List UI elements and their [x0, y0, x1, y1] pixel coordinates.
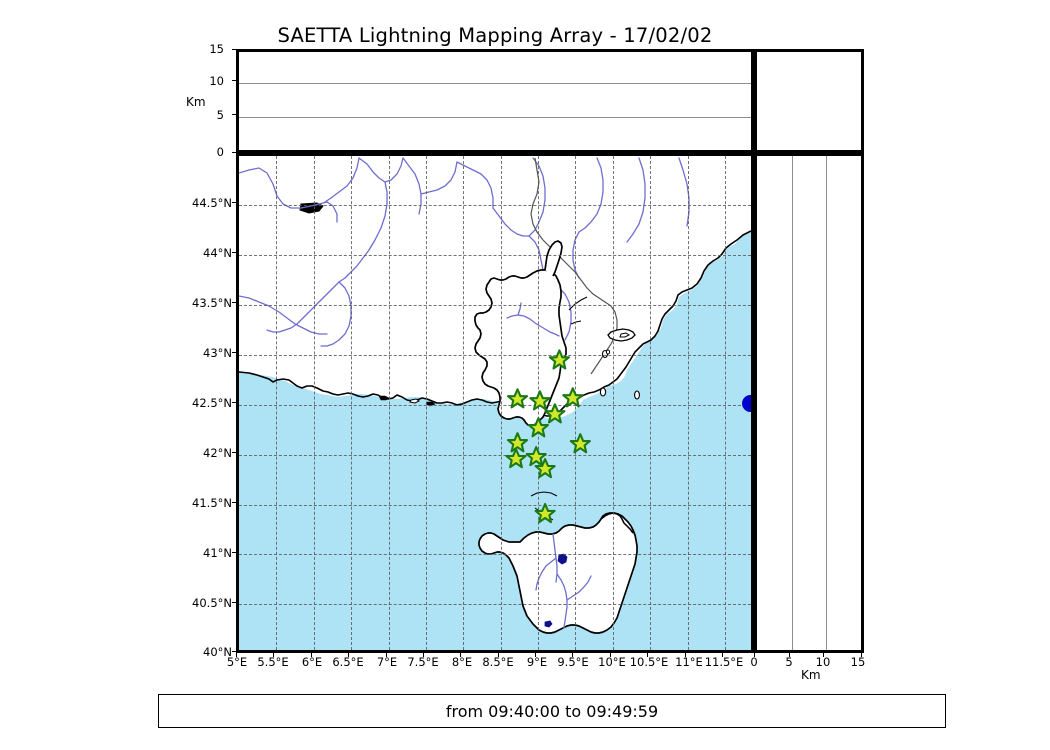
gridline-lat-41.5: [239, 504, 751, 506]
gridline-lon-7.5: [425, 156, 427, 650]
gridline-lat-41: [239, 554, 751, 556]
tick-lat-41.5: 41.5°N: [192, 496, 232, 510]
gridline-lon-10.5: [650, 156, 652, 650]
altitude-vs-longitude-panel[interactable]: [236, 49, 754, 153]
tick-lon-8: 8°E: [451, 655, 473, 669]
gridline-km-10: [826, 156, 828, 650]
tick-lon-8.5: 8.5°E: [482, 655, 514, 669]
station-marker[interactable]: [527, 417, 549, 438]
tick-km-10: 10: [815, 655, 831, 669]
tick-lat-44.5: 44.5°N: [192, 196, 232, 210]
gridline-lat-44: [239, 255, 751, 256]
gridline-lat-43: [239, 354, 751, 356]
tick-km-0: 0: [750, 655, 758, 669]
tick-lon-11: 11°E: [675, 655, 703, 669]
tick-lon-11.5: 11.5°E: [704, 655, 744, 669]
gridline-lon-10: [612, 156, 614, 650]
tick-lon-6: 6°E: [301, 655, 323, 669]
station-marker[interactable]: [506, 432, 529, 453]
map-panel[interactable]: [236, 153, 754, 653]
tick-lon-10.5: 10.5°E: [629, 655, 669, 669]
tick-lat-41: 41°N: [203, 546, 232, 560]
gridline-lat-42: [239, 454, 751, 456]
altitude-corner-panel[interactable]: [754, 49, 864, 153]
station-marker[interactable]: [548, 349, 570, 370]
tick-lat-40.5: 40.5°N: [192, 596, 232, 610]
station-marker[interactable]: [544, 403, 566, 424]
gridline-lon-11.5: [724, 156, 726, 650]
station-marker[interactable]: [534, 502, 556, 524]
tick-lat-40: 40°N: [203, 645, 232, 659]
gridline-lon-7: [388, 156, 390, 650]
tick-lon-9.5: 9.5°E: [557, 655, 589, 669]
gridline-km-5: [791, 156, 793, 650]
station-marker[interactable]: [562, 387, 584, 408]
tick-km-5: 5: [785, 655, 793, 669]
tick-lat-42.5: 42.5°N: [192, 396, 232, 410]
page-title: SAETTA Lightning Mapping Array - 17/02/0…: [277, 24, 713, 47]
gridline-alt-5: [239, 116, 751, 118]
gridline-lat-42.5: [239, 404, 751, 406]
tick-lat-43: 43°N: [203, 346, 232, 360]
gridline-lon-6.5: [351, 156, 353, 650]
tick-lon-7: 7°E: [376, 655, 398, 669]
gridline-lat-43.5: [239, 304, 751, 306]
tick-lat-43.5: 43.5°N: [192, 296, 232, 310]
station-marker[interactable]: [529, 390, 551, 411]
tick-lon-5.5: 5.5°E: [257, 655, 289, 669]
gridline-lon-8: [463, 156, 465, 650]
axis-label-altitude-right: Km: [801, 668, 821, 682]
tick-km-15: 15: [850, 655, 866, 669]
map-graphic: [239, 156, 751, 650]
tick-alt-5: 5: [216, 108, 224, 122]
tick-lon-7.5: 7.5°E: [407, 655, 439, 669]
time-range-status-box[interactable]: from 09:40:00 to 09:49:59: [158, 694, 946, 728]
gridline-lon-6: [313, 156, 315, 650]
gridline-lon-8.5: [500, 156, 502, 650]
axis-label-altitude-left: Km: [186, 95, 206, 109]
gridline-lon-11: [687, 156, 689, 650]
gridline-alt-10: [239, 83, 751, 85]
tick-alt-10: 10: [209, 74, 224, 88]
station-marker[interactable]: [569, 433, 591, 454]
time-range-text: from 09:40:00 to 09:49:59: [445, 701, 659, 721]
tick-lon-5: 5°E: [226, 655, 248, 669]
tick-lon-10: 10°E: [598, 655, 626, 669]
tick-lon-9: 9°E: [526, 655, 548, 669]
lightning-source-marker[interactable]: [742, 395, 751, 412]
gridline-lon-5.5: [276, 156, 278, 650]
gridline-lat-44.5: [239, 205, 751, 207]
station-marker[interactable]: [506, 388, 529, 409]
tick-lat-44: 44°N: [203, 246, 232, 260]
lma-station-markers[interactable]: [239, 156, 751, 650]
tick-lon-6.5: 6.5°E: [332, 655, 364, 669]
altitude-vs-latitude-panel[interactable]: [754, 153, 864, 653]
tick-lat-42: 42°N: [203, 446, 232, 460]
tick-alt-15: 15: [209, 42, 224, 56]
tick-alt-0: 0: [216, 145, 224, 159]
gridline-lat-40.5: [239, 604, 751, 606]
